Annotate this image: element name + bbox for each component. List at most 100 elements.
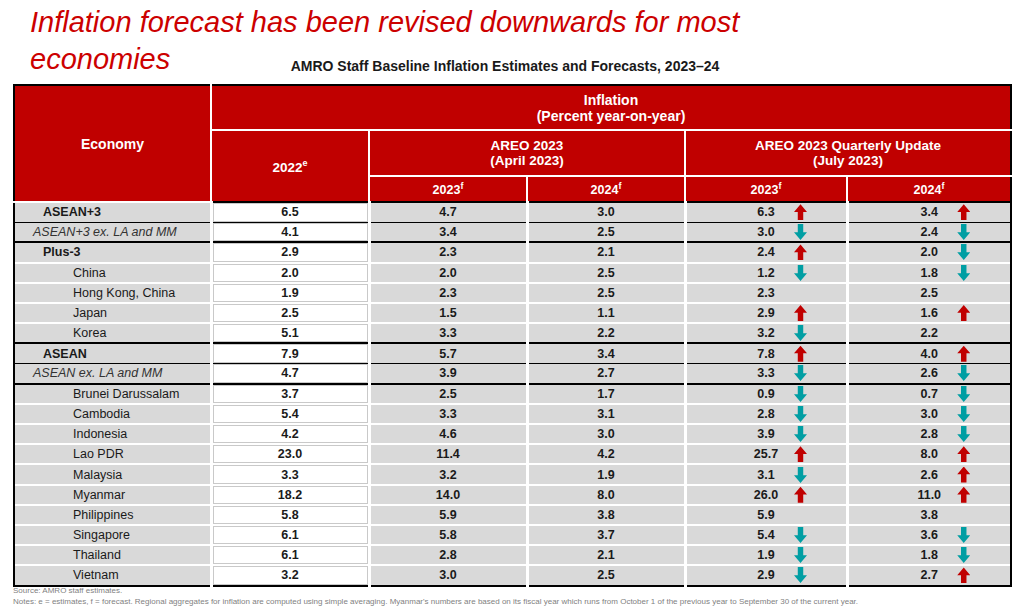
table-row: Japan 2.5 1.5 1.1 2.9 1.6 bbox=[14, 303, 1011, 323]
value-cell-quarterly-2024: 0.7 bbox=[847, 384, 1011, 404]
value-cell-2022: 18.2 bbox=[211, 485, 369, 505]
value-text: 1.6 bbox=[921, 306, 938, 320]
value-text: 2.4 bbox=[757, 245, 774, 259]
value-cell-quarterly-2024: 1.6 bbox=[847, 303, 1011, 323]
value-cell-quarterly-2023: 26.0 bbox=[685, 485, 847, 505]
value-cell-areo-2023: 5.8 bbox=[369, 525, 527, 545]
value-cell-2022: 23.0 bbox=[211, 444, 369, 464]
value-cell-quarterly-2023: 3.3 bbox=[685, 364, 847, 384]
down-arrow-icon bbox=[794, 467, 807, 483]
value-text: 3.4 bbox=[921, 205, 938, 219]
value-cell-quarterly-2023: 3.2 bbox=[685, 323, 847, 343]
header-areo-2024f-label: 2024 bbox=[591, 183, 619, 197]
value-cell-areo-2023: 3.3 bbox=[369, 404, 527, 424]
down-arrow-icon bbox=[794, 406, 807, 422]
value-text: 3.9 bbox=[757, 427, 774, 441]
value-cell-quarterly-2024: 11.0 bbox=[847, 485, 1011, 505]
value-cell-quarterly-2023: 2.9 bbox=[685, 565, 847, 585]
economy-cell: Thailand bbox=[14, 545, 211, 565]
value-cell-quarterly-2023: 5.4 bbox=[685, 525, 847, 545]
value-cell-areo-2024: 4.2 bbox=[527, 444, 685, 464]
economy-cell: Plus-3 bbox=[14, 242, 211, 262]
value-cell-areo-2024: 3.1 bbox=[527, 404, 685, 424]
header-areo-2024f-sup: f bbox=[618, 181, 621, 191]
value-cell-quarterly-2024: 3.8 bbox=[847, 505, 1011, 525]
value-cell-areo-2024: 2.5 bbox=[527, 263, 685, 283]
economy-cell: Brunei Darussalam bbox=[14, 384, 211, 404]
value-cell-quarterly-2023: 3.0 bbox=[685, 222, 847, 242]
value-cell-quarterly-2023: 2.4 bbox=[685, 242, 847, 262]
table-row: ASEAN+3 6.5 4.7 3.0 6.3 3.4 bbox=[14, 202, 1011, 222]
value-cell-quarterly-2023: 5.9 bbox=[685, 505, 847, 525]
value-text: 26.0 bbox=[754, 488, 778, 502]
table-row: Myanmar 18.2 14.0 8.0 26.0 11.0 bbox=[14, 485, 1011, 505]
value-cell-2022: 6.1 bbox=[211, 545, 369, 565]
value-cell-areo-2023: 3.9 bbox=[369, 364, 527, 384]
table-row: Cambodia 5.4 3.3 3.1 2.8 3.0 bbox=[14, 404, 1011, 424]
value-cell-quarterly-2023: 3.1 bbox=[685, 464, 847, 484]
value-cell-areo-2023: 2.0 bbox=[369, 263, 527, 283]
table-row: Plus-3 2.9 2.3 2.1 2.4 2.0 bbox=[14, 242, 1011, 262]
value-cell-2022: 4.7 bbox=[211, 364, 369, 384]
down-arrow-icon bbox=[794, 426, 807, 442]
value-text: 1.9 bbox=[757, 548, 774, 562]
economy-cell: ASEAN ex. LA and MM bbox=[14, 364, 211, 384]
value-cell-areo-2024: 2.2 bbox=[527, 323, 685, 343]
economy-cell: ASEAN+3 ex. LA and MM bbox=[14, 222, 211, 242]
value-cell-areo-2023: 5.7 bbox=[369, 343, 527, 363]
header-2022: 2022e bbox=[211, 130, 369, 202]
value-cell-quarterly-2023: 3.9 bbox=[685, 424, 847, 444]
up-arrow-icon bbox=[794, 204, 807, 220]
value-cell-2022: 6.5 bbox=[211, 202, 369, 222]
value-text: 3.0 bbox=[921, 407, 938, 421]
value-text: 2.9 bbox=[757, 568, 774, 582]
value-text: 5.9 bbox=[757, 508, 774, 522]
value-cell-areo-2023: 2.3 bbox=[369, 283, 527, 303]
header-quarterly-2023f: 2023f bbox=[685, 176, 847, 202]
value-text: 0.7 bbox=[921, 387, 938, 401]
value-text: 2.6 bbox=[921, 366, 938, 380]
value-cell-2022: 3.2 bbox=[211, 565, 369, 585]
value-cell-areo-2023: 3.4 bbox=[369, 222, 527, 242]
value-cell-areo-2024: 2.5 bbox=[527, 283, 685, 303]
value-cell-quarterly-2024: 3.6 bbox=[847, 525, 1011, 545]
value-cell-areo-2024: 1.1 bbox=[527, 303, 685, 323]
value-cell-quarterly-2024: 2.6 bbox=[847, 464, 1011, 484]
up-arrow-icon bbox=[957, 467, 970, 483]
value-cell-areo-2023: 3.3 bbox=[369, 323, 527, 343]
value-cell-2022: 3.7 bbox=[211, 384, 369, 404]
up-arrow-icon bbox=[794, 446, 807, 462]
value-text: 2.6 bbox=[921, 468, 938, 482]
value-text: 1.2 bbox=[757, 266, 774, 280]
value-cell-2022: 5.4 bbox=[211, 404, 369, 424]
table-caption: AMRO Staff Baseline Inflation Estimates … bbox=[0, 58, 1010, 74]
value-cell-areo-2023: 4.7 bbox=[369, 202, 527, 222]
value-text: 3.8 bbox=[921, 508, 938, 522]
table-row: Singapore 6.1 5.8 3.7 5.4 3.6 bbox=[14, 525, 1011, 545]
table-row: Philippines 5.8 5.9 3.8 5.9 3.8 bbox=[14, 505, 1011, 525]
value-cell-areo-2024: 2.5 bbox=[527, 222, 685, 242]
value-text: 3.6 bbox=[921, 528, 938, 542]
value-cell-2022: 5.8 bbox=[211, 505, 369, 525]
value-text: 3.1 bbox=[757, 468, 774, 482]
value-cell-2022: 2.0 bbox=[211, 263, 369, 283]
header-quarterly-subtitle: (July 2023) bbox=[686, 153, 1010, 168]
value-cell-areo-2023: 4.6 bbox=[369, 424, 527, 444]
value-cell-areo-2024: 8.0 bbox=[527, 485, 685, 505]
footnotes: Source: AMRO staff estimates. Notes: e =… bbox=[13, 586, 1017, 607]
header-quarterly-2024f-sup: f bbox=[941, 181, 944, 191]
value-cell-quarterly-2024: 3.4 bbox=[847, 202, 1011, 222]
inflation-table-container: Economy Inflation (Percent year-on-year)… bbox=[13, 84, 1012, 587]
value-cell-areo-2024: 2.7 bbox=[527, 364, 685, 384]
up-arrow-icon bbox=[957, 346, 970, 362]
value-cell-quarterly-2024: 1.8 bbox=[847, 263, 1011, 283]
value-cell-quarterly-2024: 2.4 bbox=[847, 222, 1011, 242]
inflation-table: Economy Inflation (Percent year-on-year)… bbox=[13, 84, 1012, 587]
value-text: 2.8 bbox=[921, 427, 938, 441]
table-row: Hong Kong, China 1.9 2.3 2.5 2.3 2.5 bbox=[14, 283, 1011, 303]
value-cell-quarterly-2024: 4.0 bbox=[847, 343, 1011, 363]
value-cell-areo-2023: 3.2 bbox=[369, 464, 527, 484]
up-arrow-icon bbox=[794, 244, 807, 260]
value-cell-quarterly-2024: 2.0 bbox=[847, 242, 1011, 262]
down-arrow-icon bbox=[957, 386, 970, 402]
